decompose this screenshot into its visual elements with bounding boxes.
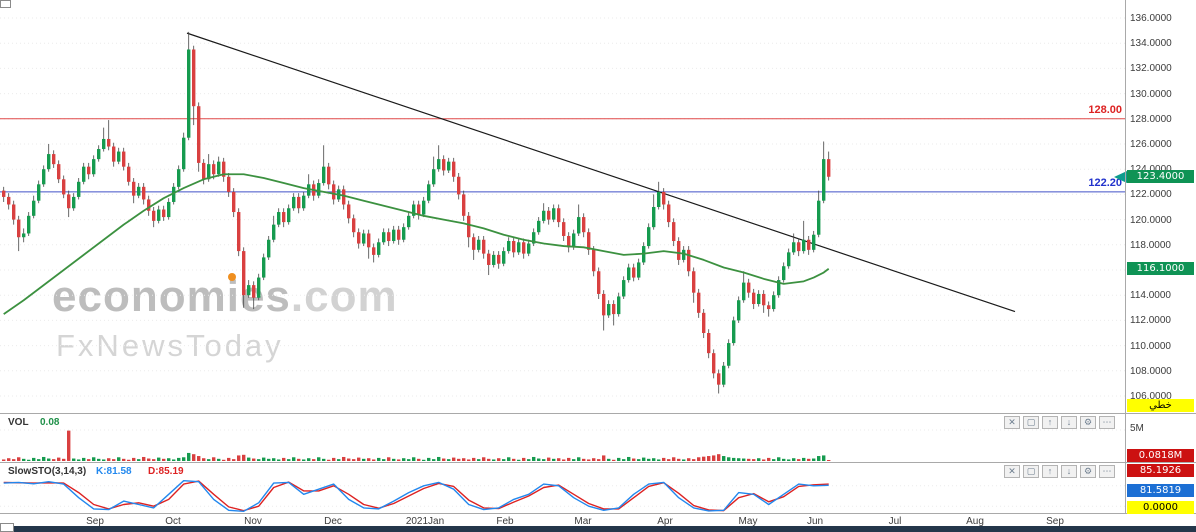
main-volume-divider[interactable]	[0, 413, 1196, 414]
restore-icon[interactable]: ▢	[1023, 416, 1039, 429]
month-label: Sep	[86, 516, 104, 527]
horizontal-lines-layer	[0, 118, 1125, 193]
more-icon[interactable]: ⋯	[1099, 465, 1115, 478]
price-tick-label: 118.0000	[1130, 239, 1171, 251]
sto-panel-toolbar: ✕ ▢ ↑ ↓ ⚙ ⋯	[1004, 465, 1115, 478]
month-label: Jun	[806, 516, 824, 527]
volume-chart-canvas[interactable]	[0, 414, 1196, 462]
month-label: May	[738, 516, 758, 527]
scale-mode-badge[interactable]: خطي	[1127, 399, 1194, 412]
more-icon[interactable]: ⋯	[1099, 416, 1115, 429]
restore-icon[interactable]: ▢	[1023, 465, 1039, 478]
watermark-text: es	[239, 272, 291, 321]
sto-d-line	[3, 480, 829, 512]
move-down-icon[interactable]: ↓	[1061, 416, 1077, 429]
move-up-icon[interactable]: ↑	[1042, 416, 1058, 429]
close-icon[interactable]: ✕	[1004, 465, 1020, 478]
month-label: Feb	[496, 516, 514, 527]
move-up-icon[interactable]: ↑	[1042, 465, 1058, 478]
price-tick-label: 124.0000	[1130, 164, 1192, 175]
settings-icon[interactable]: ⚙	[1080, 416, 1096, 429]
main-chart-canvas[interactable]	[0, 0, 1196, 414]
volume-value-badge: 0.0818M	[1127, 449, 1194, 462]
sto-d-badge: 85.1926	[1127, 464, 1194, 477]
volume-panel-toolbar: ✕ ▢ ↑ ↓ ⚙ ⋯	[1004, 416, 1115, 429]
watermark-text: econom	[52, 272, 227, 321]
price-tick-label: 130.0000	[1130, 88, 1172, 100]
month-label: 2021Jan	[405, 516, 445, 527]
sto-k-badge: 81.5819	[1127, 484, 1194, 497]
price-tick-label: 110.0000	[1130, 340, 1171, 352]
volume-sto-divider[interactable]	[0, 462, 1196, 463]
close-icon[interactable]: ✕	[1004, 416, 1020, 429]
sto-k-value: K:81.58	[96, 466, 132, 477]
price-axis-divider	[1125, 0, 1126, 514]
support-line-label: 122.20	[1088, 177, 1122, 189]
month-label: Apr	[657, 516, 673, 527]
month-label: Aug	[966, 516, 984, 527]
month-label: Dec	[324, 516, 342, 527]
price-tick-label: 112.0000	[1130, 315, 1171, 327]
volume-scale-label: 5M	[1130, 423, 1144, 434]
month-label: Jul	[888, 516, 902, 527]
move-down-icon[interactable]: ↓	[1061, 465, 1077, 478]
price-tick-label: 122.0000	[1130, 189, 1172, 201]
price-tick-label: 108.0000	[1130, 365, 1172, 377]
price-tick-label: 126.0000	[1130, 139, 1172, 150]
volume-indicator-label: VOL	[8, 417, 29, 428]
top-left-handle[interactable]	[0, 0, 11, 8]
candles-layer	[2, 31, 831, 394]
price-tick-label: 120.0000	[1130, 214, 1172, 226]
month-label: Sep	[1046, 516, 1064, 527]
month-label: Oct	[165, 516, 181, 527]
watermark-text-i: i	[226, 272, 240, 321]
descending-trendline[interactable]	[186, 32, 1016, 313]
price-tick-label: 132.0000	[1130, 63, 1172, 75]
sto-zero-badge: 0.0000	[1127, 501, 1194, 514]
stochastic-chart-canvas[interactable]	[0, 463, 1196, 514]
month-label: Mar	[574, 516, 592, 527]
scrollbar-corner-handle[interactable]	[0, 523, 14, 532]
sto-d-value: D:85.19	[148, 466, 184, 477]
sto-timeaxis-divider	[0, 513, 1196, 514]
watermark-logo: economies.com	[52, 272, 398, 322]
watermark-suffix: .com	[290, 272, 398, 321]
last-price-badge: 123.4000	[1127, 170, 1194, 183]
price-tick-label: 106.0000	[1130, 391, 1172, 402]
sto-k-line	[3, 480, 829, 512]
month-label: Nov	[244, 516, 262, 527]
resistance-line-label: 128.00	[1088, 104, 1122, 116]
moving-average-line	[3, 173, 830, 315]
price-tick-label: 128.0000	[1130, 113, 1172, 125]
price-tick-label: 136.0000	[1130, 13, 1172, 24]
ma-value-badge: 116.1000	[1127, 262, 1194, 275]
sto-indicator-label: SlowSTO(3,14,3)	[8, 466, 87, 477]
price-tick-label: 114.0000	[1130, 290, 1171, 302]
settings-icon[interactable]: ⚙	[1080, 465, 1096, 478]
last-price-pointer-icon	[1114, 171, 1127, 183]
price-tick-label: 134.0000	[1130, 38, 1172, 50]
volume-current-value: 0.08	[40, 417, 60, 428]
horizontal-scrollbar[interactable]	[0, 526, 1196, 532]
volume-bars-layer	[2, 430, 831, 461]
